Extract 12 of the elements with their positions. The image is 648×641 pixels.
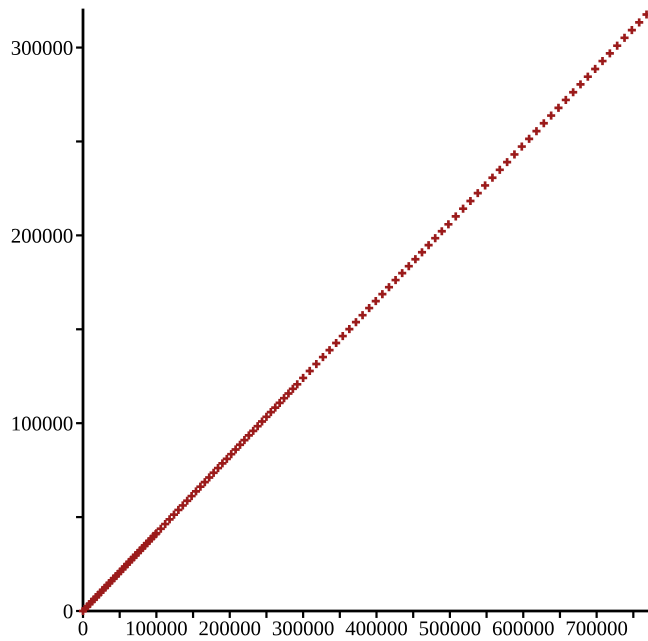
x-tick-label: 600000	[492, 621, 554, 636]
y-tick-label: 0	[64, 604, 72, 618]
x-tick-label: 700000	[566, 621, 628, 636]
x-tick-label: 300000	[272, 621, 334, 636]
y-tick-label: 100000	[12, 416, 72, 431]
y-tick-label: 300000	[12, 40, 72, 55]
x-tick-label: 200000	[199, 621, 260, 636]
x-tick-label: 0	[78, 621, 88, 636]
x-tick-label: 400000	[346, 621, 407, 636]
x-tick-label: 500000	[420, 621, 480, 636]
y-tick-label: 200000	[12, 228, 72, 243]
x-tick-label: 100000	[126, 621, 187, 636]
